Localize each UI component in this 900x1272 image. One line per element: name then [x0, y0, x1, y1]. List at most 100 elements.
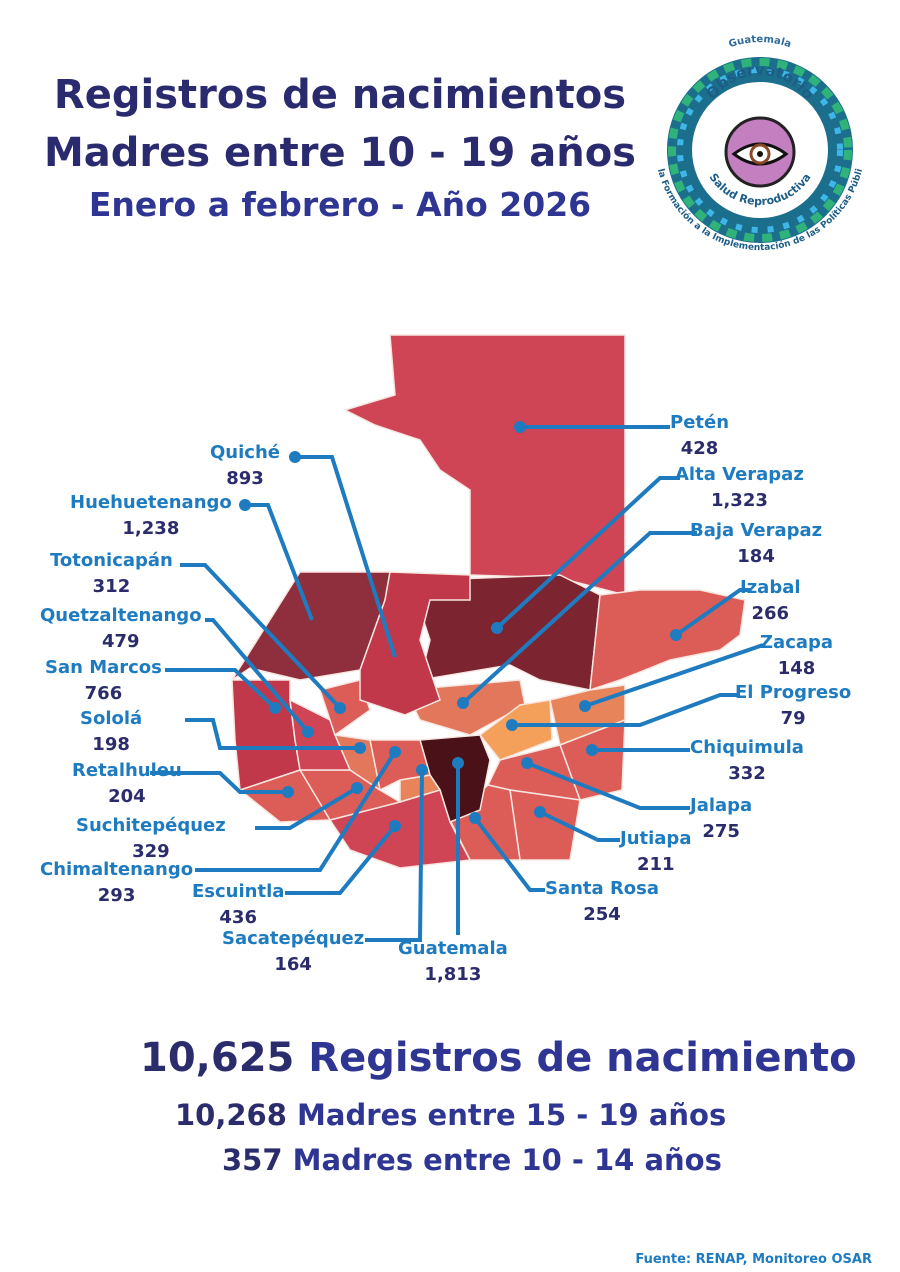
department-value: 766: [84, 683, 123, 704]
total-births: 10,625 Registros de nacimiento: [140, 1035, 857, 1081]
marker-dot-totonicapan: [334, 702, 346, 714]
leader-line-zacapa: [584, 643, 764, 708]
marker-dot-chimaltenango: [389, 746, 401, 758]
leader-line-jalapa: [526, 761, 690, 810]
marker-dot-escuintla: [389, 820, 401, 832]
marker-dot-sacatepequez: [416, 764, 428, 776]
marker-dot-quiche: [289, 451, 301, 463]
leader-line-el-progreso: [512, 693, 740, 727]
department-value: 436: [219, 907, 257, 928]
marker-dot-chiquimula: [586, 744, 598, 756]
department-name: Huehuetenango: [70, 492, 232, 513]
label-suchitepequez: Suchitepéquez 329: [76, 813, 226, 865]
department-value: 479: [101, 631, 140, 652]
marker-dot-zacapa: [579, 700, 591, 712]
region-el-progreso: [478, 699, 553, 761]
department-value: 211: [636, 854, 675, 875]
department-value: 332: [728, 763, 766, 784]
leader-line-jutiapa: [539, 810, 620, 842]
department-name: Zacapa: [760, 632, 834, 653]
total-10-14: 357 Madres entre 10 - 14 años: [222, 1143, 722, 1177]
label-quetzaltenango: Quetzaltenango 479: [40, 603, 202, 655]
leader-line-san-marcos: [165, 668, 277, 710]
department-value: 1,238: [122, 518, 180, 539]
department-value: 428: [680, 438, 719, 459]
marker-dot-baja-verapaz: [457, 697, 469, 709]
region-quiche: [359, 571, 471, 716]
department-value: 148: [777, 658, 816, 679]
leader-line-totonicapan: [180, 563, 342, 710]
department-name: Suchitepéquez: [76, 815, 226, 836]
marker-dot-solola: [354, 742, 366, 754]
leader-line-suchitepequez: [255, 786, 359, 830]
leader-line-santa-rosa: [473, 816, 545, 892]
label-izabal: Izabal 266: [740, 575, 801, 627]
leader-line-escuintla: [285, 824, 397, 895]
department-name: Baja Verapaz: [690, 520, 823, 541]
leader-line-huehuetenango: [245, 503, 314, 621]
department-name: Sololá: [80, 708, 143, 729]
department-name: Santa Rosa: [545, 878, 660, 899]
label-huehuetenango: Huehuetenango 1,238: [70, 490, 232, 542]
total-15-19: 10,268 Madres entre 15 - 19 años: [175, 1098, 727, 1132]
label-chiquimula: Chiquimula 332: [690, 735, 804, 787]
leader-line-sacatepequez: [365, 769, 424, 942]
department-value: 198: [92, 734, 130, 755]
department-value: 329: [132, 841, 170, 862]
region-san-marcos: [231, 679, 301, 792]
leader-line-quetzaltenango: [205, 618, 310, 734]
department-name: Escuintla: [192, 881, 285, 902]
marker-dot-quetzaltenango: [302, 726, 314, 738]
department-name: Guatemala: [398, 938, 508, 959]
leader-line-izabal: [674, 588, 750, 637]
title-line-2: Madres entre 10 - 19 años: [44, 130, 636, 176]
department-name: Sacatepéquez: [222, 928, 365, 949]
label-solola: Sololá 198: [80, 706, 142, 758]
department-value: 312: [92, 576, 131, 597]
title-line-3: Enero a febrero - Año 2026: [88, 185, 592, 224]
label-totonicapan: Totonicapán 312: [50, 548, 173, 600]
marker-dot-jalapa: [521, 757, 533, 769]
department-name: Petén: [670, 412, 730, 433]
marker-dot-huehuetenango: [239, 499, 251, 511]
label-alta-verapaz: Alta Verapaz 1,323: [675, 462, 804, 514]
label-jutiapa: Jutiapa 211: [620, 826, 691, 878]
department-name: Izabal: [740, 577, 801, 598]
department-name: Quetzaltenango: [40, 605, 202, 626]
marker-dot-suchitepequez: [351, 782, 363, 794]
label-guatemala: Guatemala 1,813: [398, 936, 508, 988]
observatorio-logo: Guatemala Observatorio Salud Reproductiv…: [650, 30, 865, 253]
department-value: 184: [737, 546, 775, 567]
department-value: 1,813: [424, 964, 482, 985]
leader-line-quiche: [295, 455, 397, 658]
region-alta-verapaz: [418, 574, 601, 691]
department-value: 275: [702, 821, 740, 842]
leader-line-alta-verapaz: [495, 476, 680, 630]
department-value: 204: [108, 786, 146, 807]
label-zacapa: Zacapa 148: [760, 630, 833, 682]
department-name: Jalapa: [690, 795, 753, 816]
marker-dot-guatemala: [452, 757, 464, 769]
source-note: Fuente: RENAP, Monitoreo OSAR: [635, 1252, 872, 1267]
marker-dot-izabal: [670, 629, 682, 641]
department-value: 79: [780, 708, 806, 729]
label-quiche: Quiché 893: [210, 440, 280, 492]
leader-line-retalhuleu: [150, 771, 288, 794]
title-line-1: Registros de nacimientos: [53, 72, 627, 118]
label-retalhuleu: Retalhuleu 204: [72, 758, 182, 810]
marker-dot-retalhuleu: [282, 786, 294, 798]
department-value: 254: [583, 904, 621, 925]
label-sacatepequez: Sacatepéquez 164: [222, 926, 364, 978]
label-baja-verapaz: Baja Verapaz 184: [690, 518, 822, 570]
department-value: 1,323: [710, 490, 768, 511]
marker-dot-alta-verapaz: [491, 622, 503, 634]
marker-dot-peten: [514, 421, 526, 433]
department-value: 893: [226, 468, 264, 489]
marker-dot-santa-rosa: [469, 812, 481, 824]
department-name: Quiché: [210, 442, 280, 463]
label-chimaltenango: Chimaltenango 293: [40, 857, 193, 909]
label-san-marcos: San Marcos 766: [45, 655, 162, 707]
department-name: Chimaltenango: [40, 859, 194, 880]
leader-line-chimaltenango: [195, 750, 397, 872]
